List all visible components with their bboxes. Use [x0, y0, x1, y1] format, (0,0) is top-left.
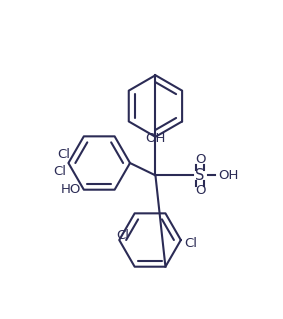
Text: OH: OH: [218, 169, 239, 182]
Text: Cl: Cl: [117, 229, 130, 242]
Text: HO: HO: [61, 183, 82, 196]
Text: S: S: [195, 168, 205, 183]
Text: OH: OH: [145, 132, 166, 145]
Text: Cl: Cl: [53, 165, 66, 178]
Text: Cl: Cl: [185, 237, 198, 250]
Text: O: O: [195, 153, 205, 167]
Text: Cl: Cl: [57, 148, 70, 161]
Text: O: O: [195, 184, 205, 197]
